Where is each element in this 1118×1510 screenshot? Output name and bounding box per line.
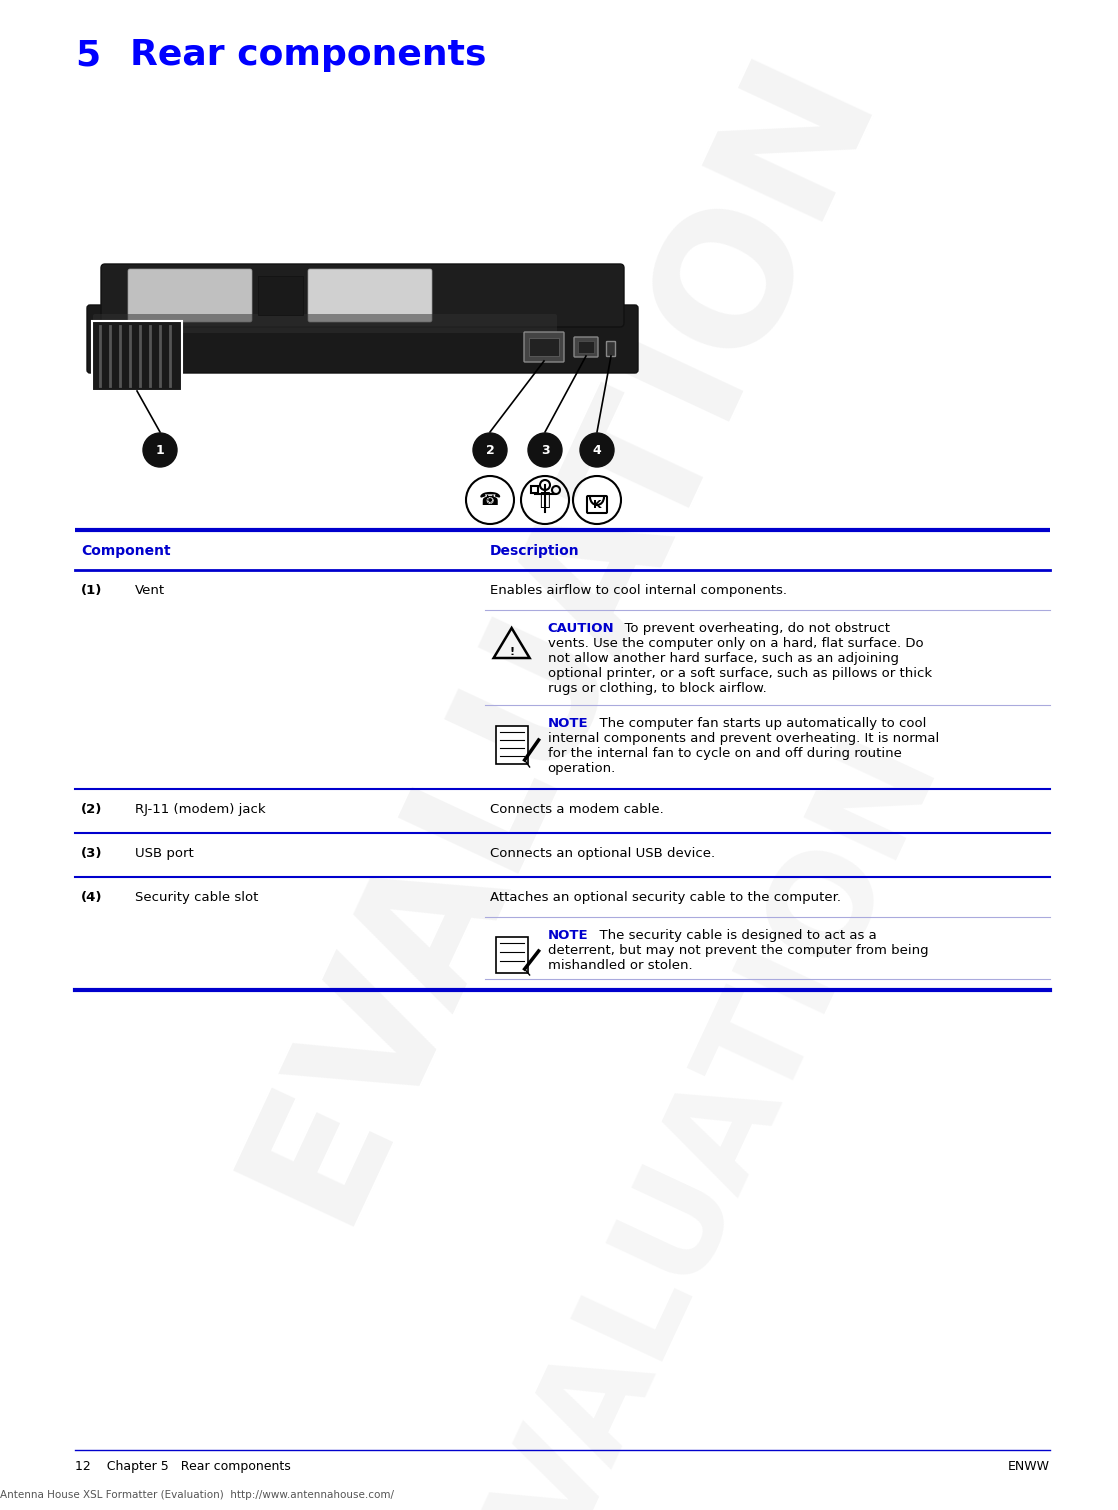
- Text: mishandled or stolen.: mishandled or stolen.: [548, 959, 692, 972]
- Text: !: !: [509, 646, 514, 657]
- Text: Security cable slot: Security cable slot: [135, 891, 258, 904]
- Text: (4): (4): [80, 891, 103, 904]
- Text: Vent: Vent: [135, 584, 165, 596]
- Text: The security cable is designed to act as a: The security cable is designed to act as…: [590, 929, 877, 942]
- Circle shape: [473, 433, 506, 467]
- Text: (1): (1): [80, 584, 103, 596]
- Text: Connects an optional USB device.: Connects an optional USB device.: [490, 847, 714, 861]
- Text: To prevent overheating, do not obstruct: To prevent overheating, do not obstruct: [616, 622, 890, 636]
- Text: operation.: operation.: [548, 763, 616, 775]
- FancyBboxPatch shape: [258, 276, 303, 316]
- Text: EVALUATION: EVALUATION: [212, 26, 906, 1243]
- Text: Rear components: Rear components: [130, 38, 486, 72]
- Text: NOTE: NOTE: [548, 929, 588, 942]
- FancyBboxPatch shape: [495, 938, 528, 972]
- Text: NOTE: NOTE: [548, 717, 588, 729]
- Text: internal components and prevent overheating. It is normal: internal components and prevent overheat…: [548, 732, 939, 744]
- FancyBboxPatch shape: [93, 314, 557, 334]
- Text: Enables airflow to cool internal components.: Enables airflow to cool internal compone…: [490, 584, 787, 596]
- Text: Connects a modem cable.: Connects a modem cable.: [490, 803, 663, 815]
- Text: 5: 5: [75, 38, 101, 72]
- FancyBboxPatch shape: [101, 264, 624, 328]
- FancyBboxPatch shape: [495, 726, 528, 764]
- Text: Component: Component: [80, 544, 171, 559]
- Text: for the internal fan to cycle on and off during routine: for the internal fan to cycle on and off…: [548, 747, 901, 760]
- FancyBboxPatch shape: [529, 338, 559, 356]
- Text: ☎: ☎: [479, 491, 501, 509]
- Text: K: K: [593, 500, 601, 510]
- Text: ⚿: ⚿: [540, 491, 550, 509]
- Text: USB port: USB port: [135, 847, 193, 861]
- Text: deterrent, but may not prevent the computer from being: deterrent, but may not prevent the compu…: [548, 944, 928, 957]
- Text: rugs or clothing, to block airflow.: rugs or clothing, to block airflow.: [548, 683, 766, 695]
- Text: not allow another hard surface, such as an adjoining: not allow another hard surface, such as …: [548, 652, 899, 664]
- Circle shape: [528, 433, 562, 467]
- Text: Antenna House XSL Formatter (Evaluation)  http://www.antennahouse.com/: Antenna House XSL Formatter (Evaluation)…: [0, 1490, 394, 1499]
- Text: EVALUATION: EVALUATION: [427, 710, 959, 1510]
- Text: CAUTION: CAUTION: [548, 622, 614, 636]
- Text: 12    Chapter 5   Rear components: 12 Chapter 5 Rear components: [75, 1460, 291, 1472]
- FancyBboxPatch shape: [574, 337, 598, 356]
- Text: ENWW: ENWW: [1008, 1460, 1050, 1472]
- Text: The computer fan starts up automatically to cool: The computer fan starts up automatically…: [590, 717, 926, 729]
- Text: optional printer, or a soft surface, such as pillows or thick: optional printer, or a soft surface, suc…: [548, 667, 931, 680]
- FancyBboxPatch shape: [87, 305, 638, 373]
- Text: RJ-11 (modem) jack: RJ-11 (modem) jack: [135, 803, 266, 815]
- Text: Attaches an optional security cable to the computer.: Attaches an optional security cable to t…: [490, 891, 841, 904]
- Circle shape: [580, 433, 614, 467]
- FancyBboxPatch shape: [92, 322, 182, 391]
- FancyBboxPatch shape: [578, 341, 594, 353]
- Text: 2: 2: [485, 444, 494, 456]
- Text: 1: 1: [155, 444, 164, 456]
- Text: (2): (2): [80, 803, 103, 815]
- FancyBboxPatch shape: [307, 269, 432, 322]
- Text: Description: Description: [490, 544, 579, 559]
- FancyBboxPatch shape: [606, 341, 616, 356]
- Circle shape: [143, 433, 177, 467]
- Text: 4: 4: [593, 444, 601, 456]
- Text: (3): (3): [80, 847, 103, 861]
- FancyBboxPatch shape: [524, 332, 563, 362]
- Text: 3: 3: [541, 444, 549, 456]
- FancyBboxPatch shape: [127, 269, 252, 322]
- Text: vents. Use the computer only on a hard, flat surface. Do: vents. Use the computer only on a hard, …: [548, 637, 923, 649]
